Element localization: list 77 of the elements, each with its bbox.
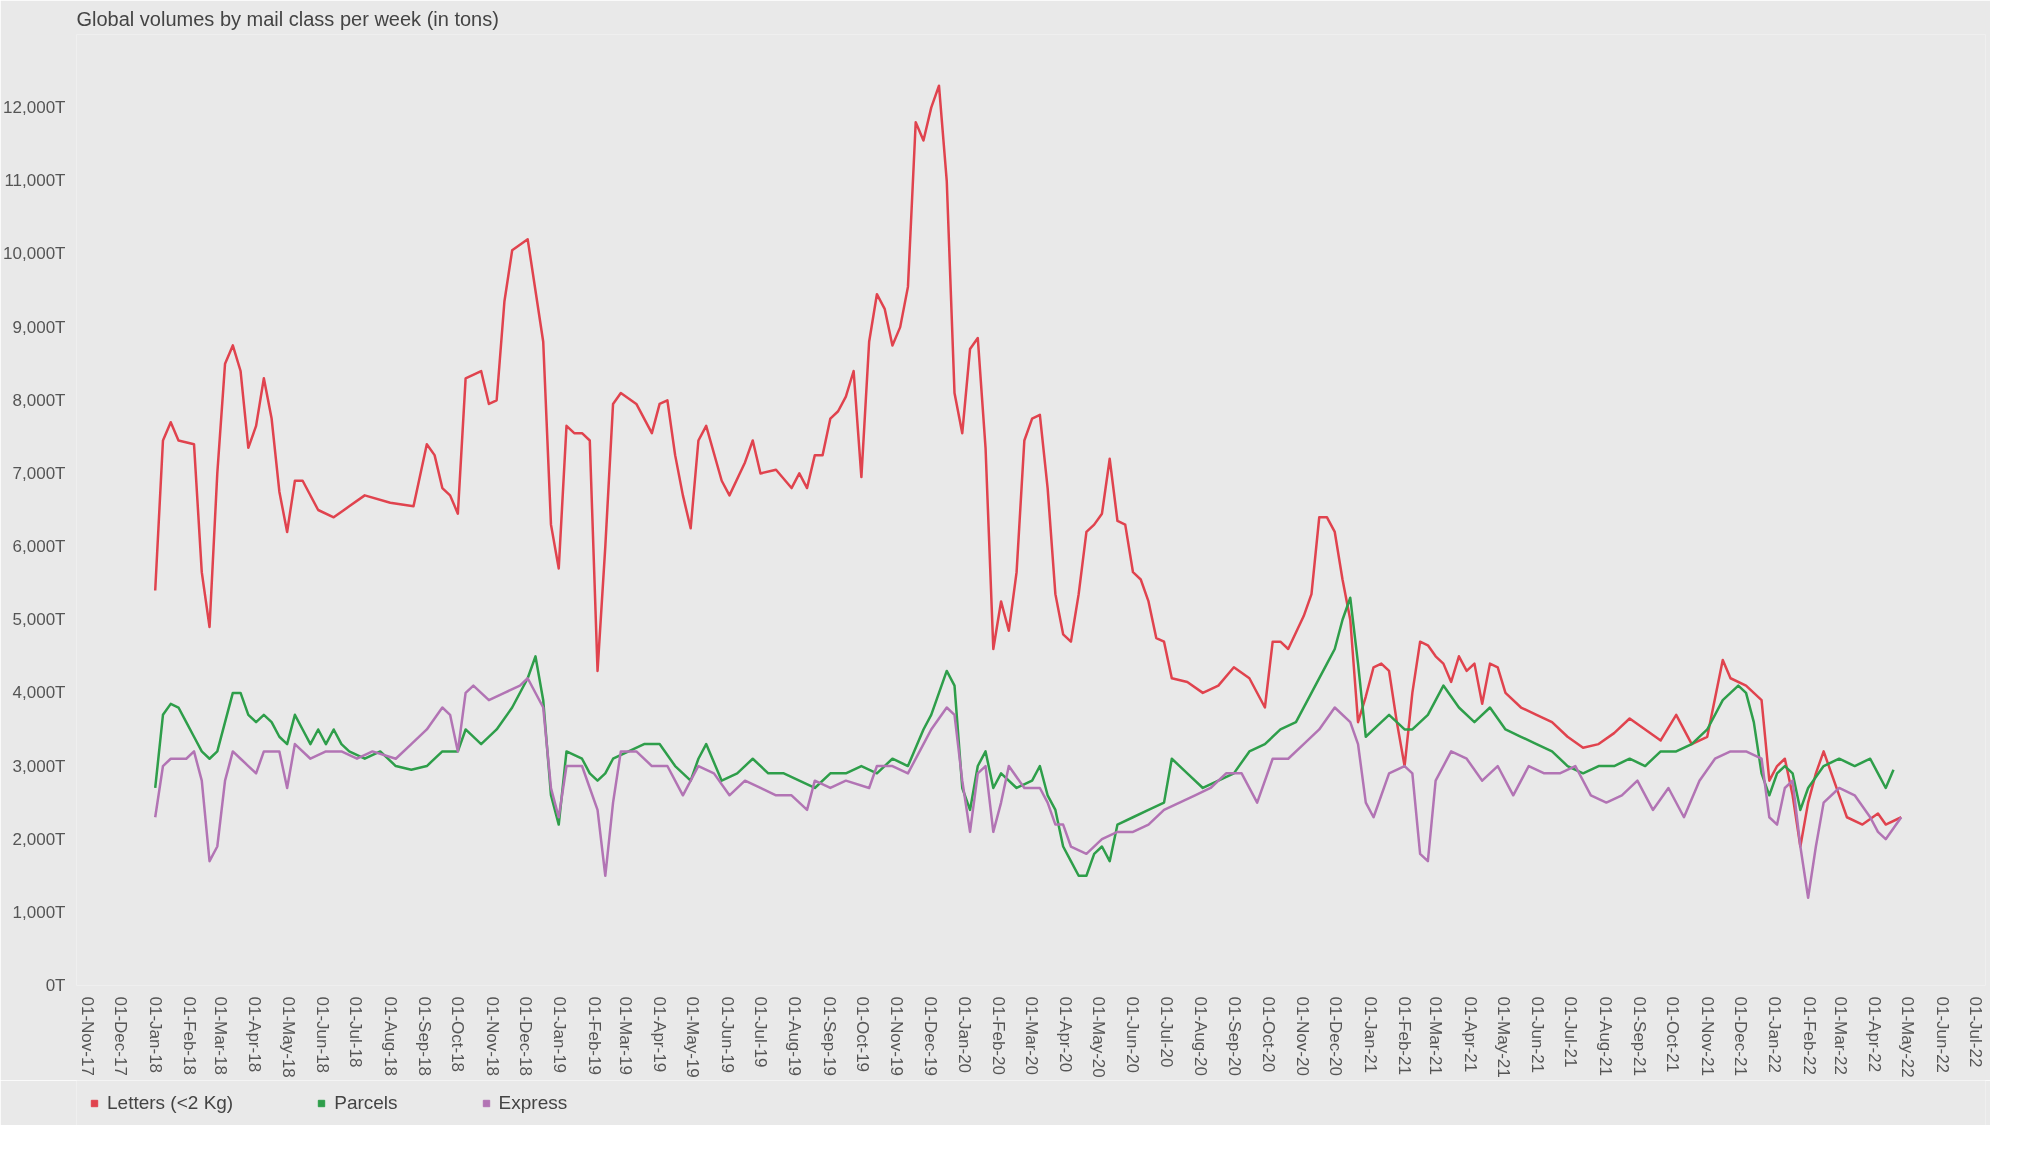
y-tick-label: 4,000T bbox=[12, 683, 66, 703]
y-tick-label: 1,000T bbox=[12, 902, 66, 922]
x-tick-label: 01-Dec-17 bbox=[111, 996, 131, 1076]
x-tick-label: 01-Dec-18 bbox=[515, 996, 535, 1076]
y-tick-label: 6,000T bbox=[12, 537, 66, 557]
x-tick-label: 01-Dec-21 bbox=[1731, 996, 1750, 1076]
x-tick-label: 01-Feb-21 bbox=[1395, 996, 1415, 1075]
x-tick-label: 01-Mar-22 bbox=[1830, 996, 1850, 1075]
x-tick-label: 01-Dec-20 bbox=[1326, 996, 1346, 1076]
legend-label: Express bbox=[498, 1091, 568, 1114]
x-tick-label: 01-Apr-18 bbox=[245, 996, 265, 1073]
legend-label: Letters (<2 Kg) bbox=[107, 1091, 234, 1114]
x-tick-label: 01-Aug-18 bbox=[380, 996, 400, 1076]
x-tick-label: 01-Jun-18 bbox=[313, 996, 333, 1074]
x-tick-label: 01-Jun-21 bbox=[1528, 996, 1548, 1074]
y-tick-label: 11,000T bbox=[4, 171, 66, 191]
y-tick-label: 5,000T bbox=[12, 610, 66, 630]
x-tick-label: 01-May-22 bbox=[1898, 996, 1918, 1078]
x-tick-label: 01-Jun-19 bbox=[717, 996, 737, 1074]
y-tick-label: 7,000T bbox=[12, 463, 66, 483]
x-tick-label: 01-Oct-18 bbox=[448, 996, 468, 1073]
x-tick-label: 01-Nov-17 bbox=[78, 996, 98, 1076]
x-tick-label: 01-Sep-18 bbox=[415, 996, 435, 1076]
x-tick-label: 01-Jul-22 bbox=[1966, 996, 1986, 1068]
x-tick-label: 01-Feb-18 bbox=[180, 996, 200, 1075]
x-tick-label: 01-Nov-21 bbox=[1697, 996, 1717, 1076]
x-tick-label: 01-Jun-20 bbox=[1123, 996, 1143, 1074]
x-tick-label: 01-Sep-20 bbox=[1225, 996, 1245, 1076]
y-tick-label: 2,000T bbox=[12, 829, 66, 849]
x-tick-label: 01-Jan-19 bbox=[550, 996, 570, 1074]
chart-title: Global volumes by mail class per week (in tons) bbox=[76, 7, 499, 30]
x-tick-label: 01-Nov-19 bbox=[887, 996, 907, 1076]
x-tick-label: 01-Jun-22 bbox=[1932, 996, 1952, 1074]
line-series bbox=[153, 596, 1895, 878]
x-tick-label: 01-Oct-19 bbox=[852, 996, 872, 1073]
x-tick-label: 01-Aug-19 bbox=[785, 996, 805, 1076]
x-tick-label: 01-Oct-20 bbox=[1258, 996, 1278, 1073]
x-tick-label: 01-Sep-21 bbox=[1630, 996, 1650, 1076]
x-tick-label: 01-Jan-20 bbox=[954, 996, 974, 1074]
y-tick-label: 9,000T bbox=[12, 317, 66, 337]
x-tick-label: 01-Aug-20 bbox=[1191, 996, 1211, 1076]
x-tick-label: 01-Jan-21 bbox=[1360, 996, 1380, 1074]
y-tick-label: 10,000T bbox=[3, 244, 66, 264]
x-tick-label: 01-Apr-20 bbox=[1055, 996, 1075, 1073]
x-tick-label: 01-Feb-20 bbox=[989, 996, 1009, 1075]
x-tick-label: 01-Jan-22 bbox=[1765, 996, 1785, 1074]
x-tick-label: 01-Mar-19 bbox=[615, 996, 635, 1075]
y-tick-label: 12,000T bbox=[3, 98, 66, 118]
x-tick-label: 01-Sep-19 bbox=[819, 996, 839, 1076]
x-tick-label: 01-Aug-21 bbox=[1595, 996, 1615, 1076]
line-series bbox=[153, 84, 1903, 848]
x-tick-label: 01-Mar-20 bbox=[1021, 996, 1041, 1075]
x-tick-label: 01-Jan-18 bbox=[145, 996, 165, 1074]
x-tick-label: 01-May-20 bbox=[1089, 996, 1109, 1078]
x-tick-label: 01-Feb-22 bbox=[1799, 996, 1819, 1075]
x-tick-label: 01-May-19 bbox=[683, 996, 703, 1078]
x-tick-label: 01-Jul-20 bbox=[1156, 996, 1176, 1068]
x-tick-label: 01-Jul-18 bbox=[346, 996, 366, 1068]
x-tick-label: 01-Jul-21 bbox=[1561, 996, 1581, 1068]
x-tick-label: 01-Feb-19 bbox=[584, 996, 604, 1075]
x-tick-label: 01-Mar-18 bbox=[211, 996, 231, 1075]
x-tick-label: 01-May-21 bbox=[1493, 996, 1513, 1078]
y-tick-label: 3,000T bbox=[12, 756, 66, 776]
line-series bbox=[153, 677, 1903, 899]
x-tick-label: 01-Oct-21 bbox=[1663, 996, 1683, 1073]
x-tick-label: 01-Nov-20 bbox=[1293, 996, 1313, 1076]
x-tick-label: 01-May-18 bbox=[278, 996, 298, 1078]
x-tick-label: 01-Dec-19 bbox=[920, 996, 940, 1076]
x-tick-label: 01-Mar-21 bbox=[1426, 996, 1446, 1075]
y-tick-label: 0T bbox=[45, 976, 66, 995]
x-tick-label: 01-Apr-21 bbox=[1460, 996, 1480, 1073]
legend-label: Parcels bbox=[334, 1091, 398, 1114]
y-tick-label: 8,000T bbox=[12, 390, 66, 410]
x-tick-label: 01-Jul-19 bbox=[751, 996, 770, 1068]
x-tick-label: 01-Apr-19 bbox=[650, 996, 670, 1073]
x-tick-label: 01-Apr-22 bbox=[1865, 996, 1885, 1073]
x-tick-label: 01-Nov-18 bbox=[482, 996, 502, 1076]
